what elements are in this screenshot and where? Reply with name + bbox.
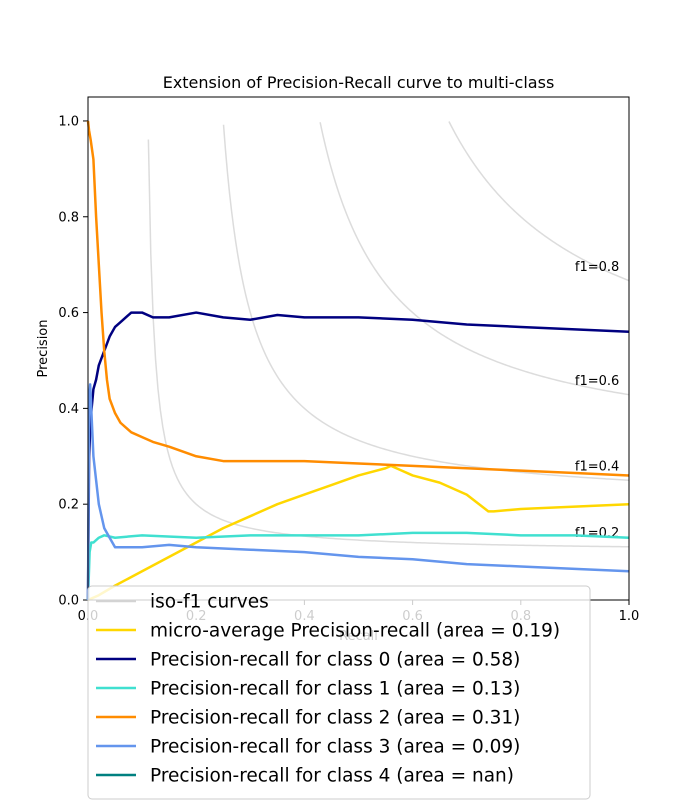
x-tick-label: 1.0	[619, 609, 640, 624]
series-lines	[86, 120, 630, 602]
iso-f1-label: f1=0.4	[575, 460, 619, 475]
legend-label: Precision-recall for class 4 (area = nan…	[150, 766, 514, 787]
y-tick-label: 0.8	[58, 210, 79, 225]
legend-label: micro-average Precision-recall (area = 0…	[150, 621, 560, 642]
series-line-2	[86, 531, 630, 601]
legend-label: Precision-recall for class 3 (area = 0.0…	[150, 737, 520, 758]
iso-f1-label: f1=0.6	[575, 374, 619, 389]
iso-f1-curve	[319, 122, 630, 396]
legend-label: Precision-recall for class 1 (area = 0.1…	[150, 679, 520, 700]
y-tick-label: 0.4	[58, 402, 79, 417]
chart-title: Extension of Precision-Recall curve to m…	[163, 73, 555, 92]
iso-f1-label: f1=0.8	[575, 260, 619, 275]
y-axis-label: Precision	[36, 319, 51, 377]
y-tick-label: 0.6	[58, 306, 79, 321]
series-line-0	[87, 464, 630, 602]
iso-f1-curve	[448, 121, 630, 282]
y-tick-label: 0.2	[58, 498, 79, 513]
series-line-4	[86, 383, 630, 601]
iso-f1-label: f1=0.2	[575, 526, 619, 541]
series-line-3	[86, 120, 630, 477]
legend-label: Precision-recall for class 2 (area = 0.3…	[150, 708, 520, 729]
legend-label: Precision-recall for class 0 (area = 0.5…	[150, 650, 520, 671]
y-tick-label: 1.0	[58, 114, 79, 129]
series-line-1	[86, 311, 630, 601]
y-tick-label: 0.0	[58, 594, 79, 609]
iso-f1-curve	[147, 139, 630, 548]
legend: iso-f1 curves micro-average Precision-rec…	[87, 585, 591, 800]
legend-label: iso-f1 curves	[150, 592, 269, 613]
legend-box	[87, 585, 591, 800]
iso-f1-curve	[222, 124, 630, 481]
